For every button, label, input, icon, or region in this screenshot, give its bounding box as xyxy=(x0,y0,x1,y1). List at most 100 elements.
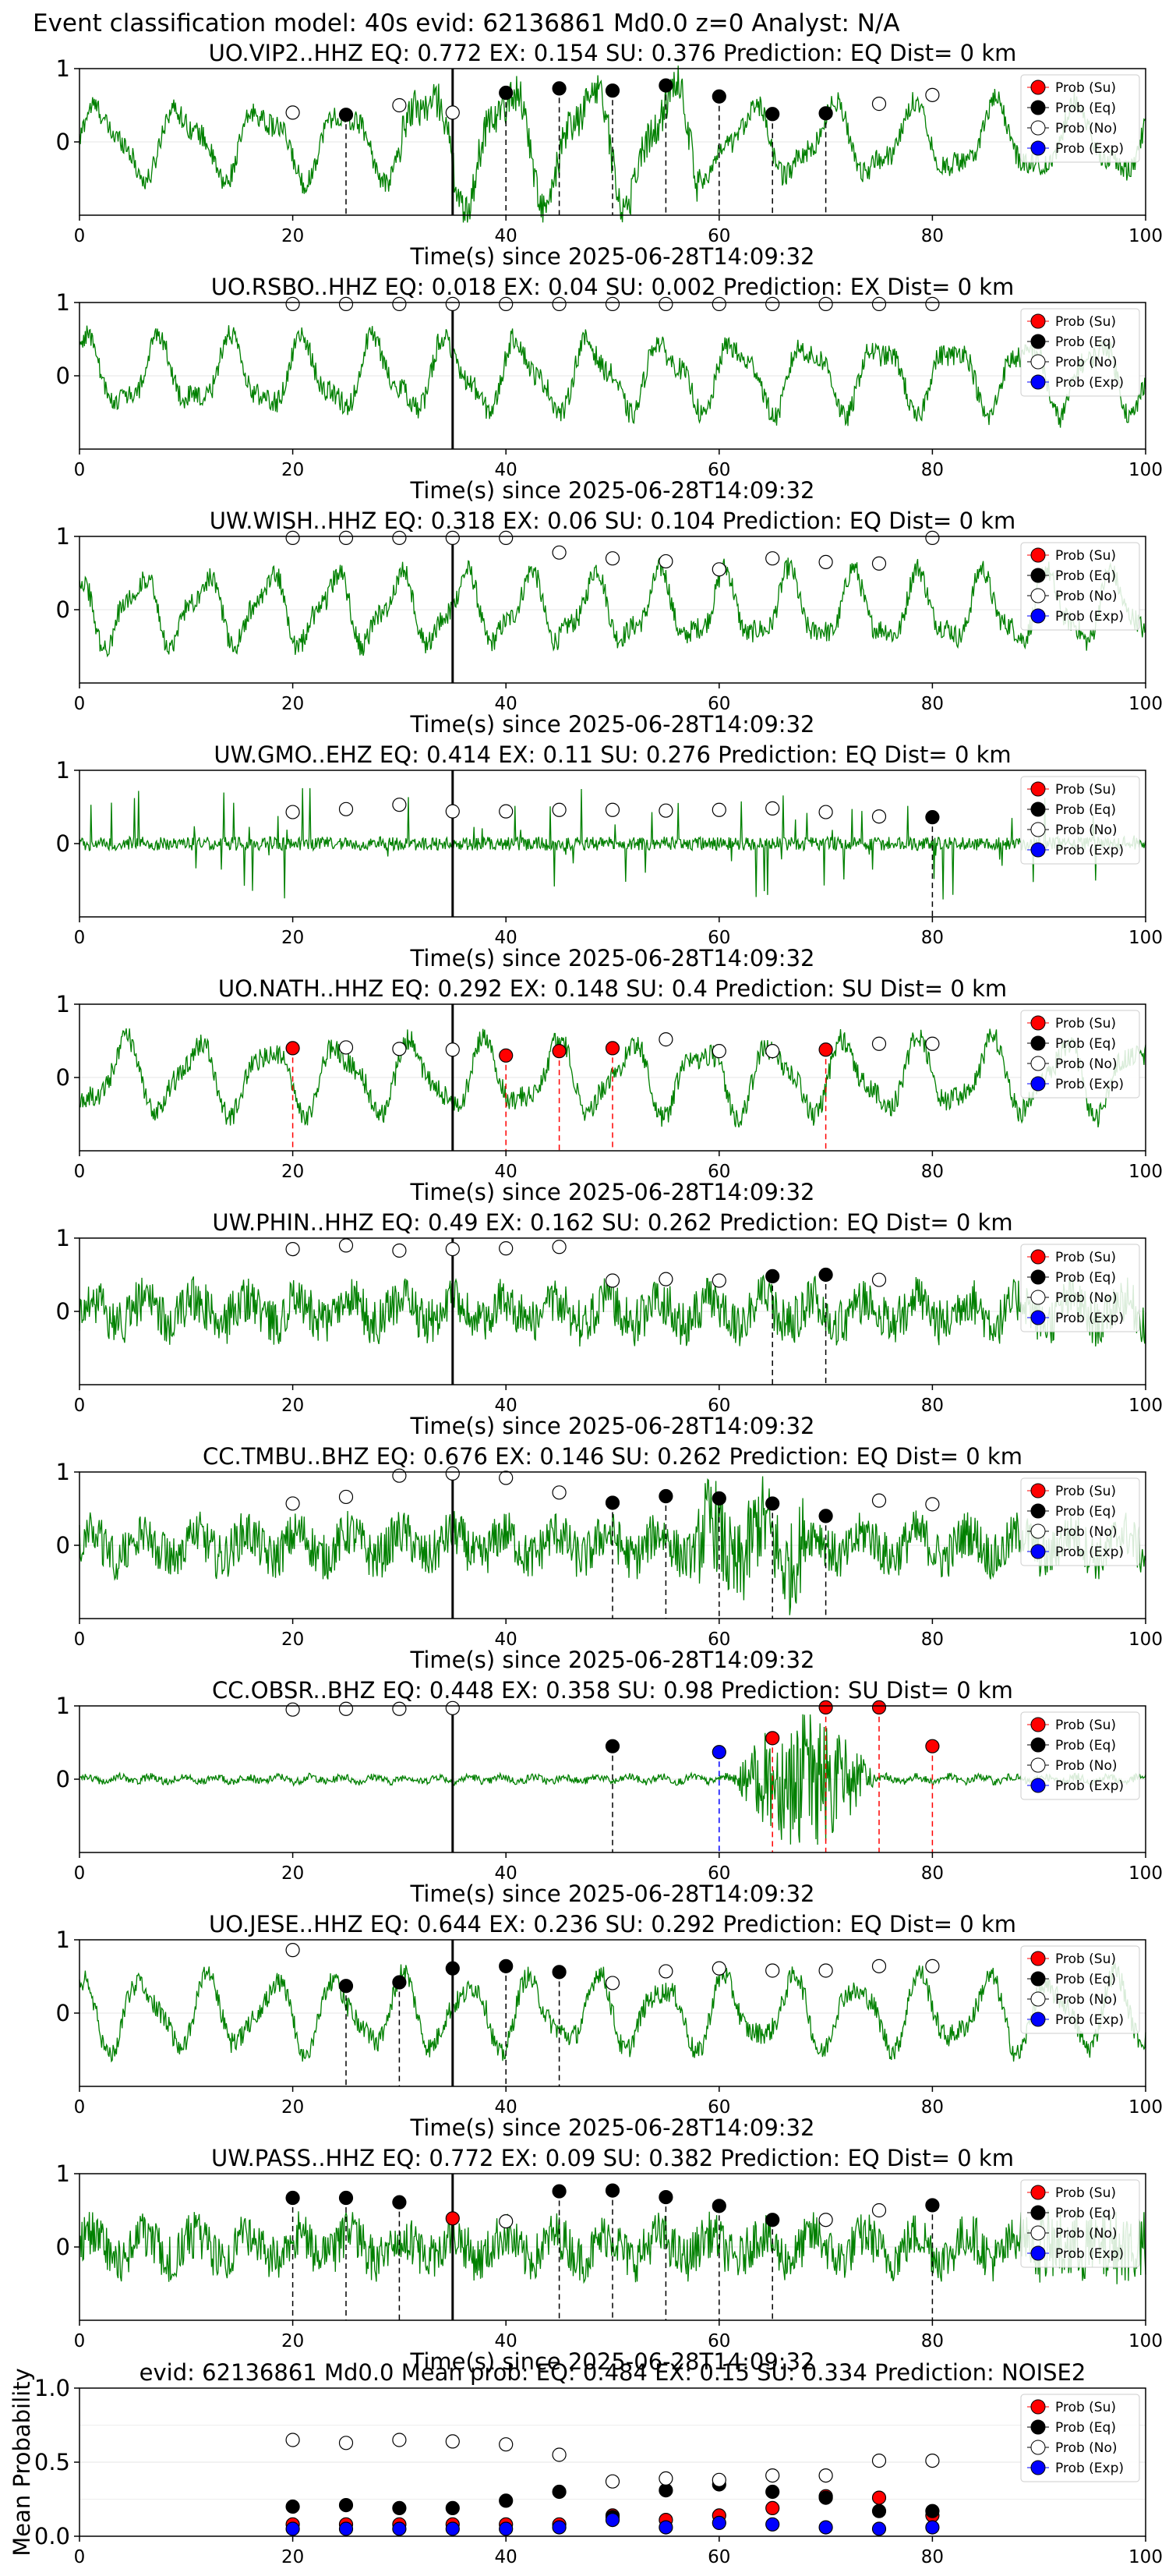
prob-point xyxy=(605,2183,620,2198)
prob-point xyxy=(818,2213,833,2227)
panel-8: UO.JESE..HHZ EQ: 0.644 EX: 0.236 SU: 0.2… xyxy=(56,1911,1163,2141)
legend-box xyxy=(1020,2179,1140,2268)
legend-label: Prob (Su) xyxy=(1055,1250,1116,1265)
prob-point xyxy=(445,1700,460,1715)
legend-label: Prob (Eq) xyxy=(1055,1972,1116,1987)
prob-point xyxy=(765,296,780,311)
x-tick-label: 40 xyxy=(495,2547,517,2567)
prob-point xyxy=(925,530,940,545)
x-tick-label: 100 xyxy=(1128,1863,1163,1884)
panel-title: evid: 62136861 Md0.0 Mean prob: EQ: 0.48… xyxy=(140,2359,1086,2386)
prob-point xyxy=(605,1495,620,1510)
mean-prob-point xyxy=(499,2493,514,2508)
x-tick-label: 100 xyxy=(1128,2331,1163,2351)
prob-point xyxy=(659,78,673,93)
prob-point xyxy=(285,805,300,819)
legend-box xyxy=(1020,308,1140,397)
legend-label: Prob (Exp) xyxy=(1055,2246,1124,2262)
x-axis-label: Time(s) since 2025-06-28T14:09:32 xyxy=(410,1413,815,1439)
legend-marker xyxy=(1030,547,1046,563)
mean-prob-point xyxy=(925,2454,940,2468)
legend-box xyxy=(1020,1244,1140,1332)
legend-marker xyxy=(1030,1076,1046,1092)
prob-point xyxy=(659,2189,673,2205)
prob-point xyxy=(499,2214,514,2229)
legend-label: Prob (Exp) xyxy=(1055,1545,1124,1560)
mean-prob-point xyxy=(871,2521,887,2536)
prob-point xyxy=(552,1965,567,1980)
x-tick-label: 60 xyxy=(708,2097,730,2118)
legend-label: Prob (No) xyxy=(1055,355,1118,370)
prob-point xyxy=(285,1496,300,1511)
legend-label: Prob (No) xyxy=(1055,1758,1118,1774)
x-tick-label: 0 xyxy=(74,2331,86,2351)
legend-marker xyxy=(1030,2012,1046,2027)
mean-prob-point xyxy=(712,2515,726,2530)
prob-point xyxy=(712,802,726,817)
x-tick-label: 100 xyxy=(1128,928,1163,948)
legend-marker xyxy=(1030,313,1046,329)
legend-box xyxy=(1020,74,1140,163)
panel-6: CC.TMBU..BHZ EQ: 0.676 EX: 0.146 SU: 0.2… xyxy=(56,1443,1163,1673)
mean-prob-point xyxy=(659,2483,673,2498)
prob-point xyxy=(871,1493,887,1508)
prob-point xyxy=(499,296,514,311)
mean-prob-point xyxy=(925,2503,940,2518)
y-tick-label: 1 xyxy=(56,1459,70,1485)
prob-point xyxy=(338,2190,354,2206)
prob-point xyxy=(605,802,620,817)
x-tick-label: 60 xyxy=(708,1162,730,1182)
prob-point xyxy=(499,530,514,545)
x-tick-label: 100 xyxy=(1128,2547,1163,2567)
panel-7: CC.OBSR..BHZ EQ: 0.448 EX: 0.358 SU: 0.9… xyxy=(56,1677,1163,1907)
prob-point xyxy=(338,530,354,545)
panel-title: UO.VIP2..HHZ EQ: 0.772 EX: 0.154 SU: 0.3… xyxy=(209,40,1017,66)
mean-prob-point xyxy=(445,2521,460,2536)
prob-point xyxy=(552,81,567,96)
prob-point xyxy=(285,2190,300,2206)
prob-point xyxy=(712,1745,726,1760)
panel-2: UW.WISH..HHZ EQ: 0.318 EX: 0.06 SU: 0.10… xyxy=(56,508,1163,738)
legend-marker xyxy=(1030,1015,1046,1031)
legend-marker xyxy=(1030,2419,1046,2435)
legend-marker xyxy=(1030,100,1046,115)
y-tick-label: 0 xyxy=(56,129,70,155)
mean-prob-point xyxy=(765,2468,780,2483)
legend-box xyxy=(1020,1010,1140,1099)
prob-point xyxy=(285,1041,300,1056)
prob-point xyxy=(392,1701,407,1716)
prob-point xyxy=(712,1273,726,1288)
mean-prob-point xyxy=(338,2436,354,2450)
prob-point xyxy=(445,1961,460,1976)
mean-prob-point xyxy=(712,2472,726,2487)
prob-point xyxy=(338,108,354,122)
x-tick-label: 40 xyxy=(495,694,517,714)
prob-point xyxy=(871,1272,887,1287)
legend-marker xyxy=(1030,140,1046,156)
x-tick-label: 60 xyxy=(708,460,730,480)
legend-label: Prob (No) xyxy=(1055,823,1118,838)
legend-marker xyxy=(1030,1523,1046,1539)
panel-title: UW.WISH..HHZ EQ: 0.318 EX: 0.06 SU: 0.10… xyxy=(210,508,1016,534)
x-tick-label: 40 xyxy=(495,1396,517,1416)
x-tick-label: 60 xyxy=(708,1863,730,1884)
legend-marker xyxy=(1030,1035,1046,1051)
x-tick-label: 40 xyxy=(495,2097,517,2118)
prob-point xyxy=(499,1048,514,1063)
prob-point xyxy=(392,798,407,812)
prob-point xyxy=(605,1739,620,1753)
legend-marker xyxy=(1030,1991,1046,2007)
prob-point xyxy=(338,296,354,311)
x-tick-label: 60 xyxy=(708,694,730,714)
legend-label: Prob (Exp) xyxy=(1055,1778,1124,1794)
prob-point xyxy=(659,554,673,569)
x-tick-label: 60 xyxy=(708,226,730,246)
prob-point xyxy=(818,1509,833,1523)
prob-point xyxy=(445,2211,460,2226)
mean-prob-point xyxy=(818,2490,833,2505)
prob-point xyxy=(392,530,407,545)
legend-box xyxy=(1020,1477,1140,1566)
prob-point xyxy=(285,1702,300,1717)
x-tick-label: 80 xyxy=(921,1629,944,1650)
x-tick-label: 80 xyxy=(921,2331,944,2351)
